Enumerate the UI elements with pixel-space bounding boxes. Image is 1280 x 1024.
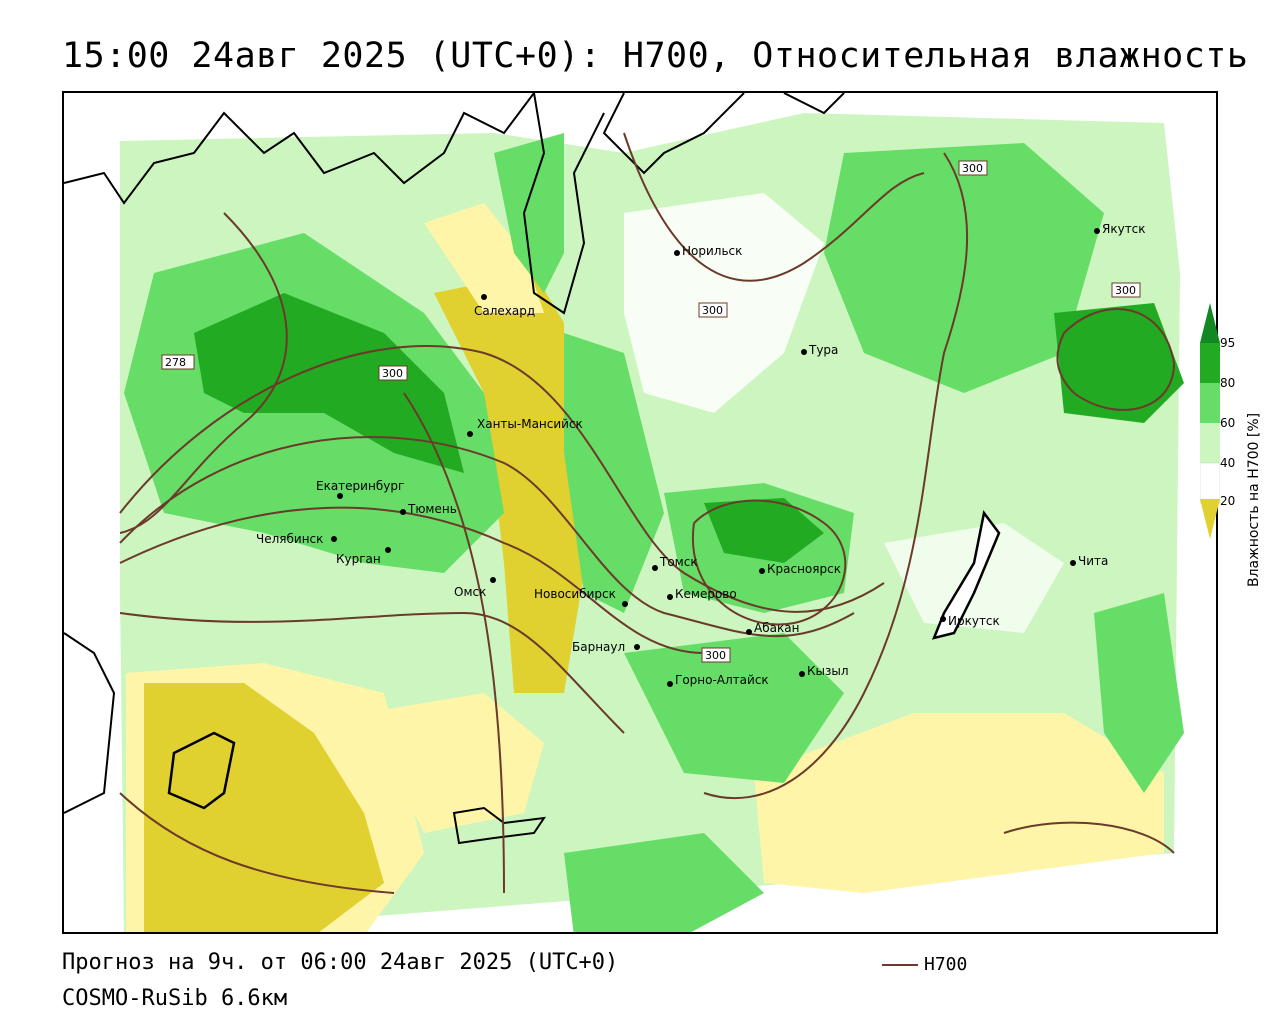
moist-zone-altai: [624, 633, 844, 783]
city-label: Абакан: [754, 621, 799, 635]
city-label: Ханты-Мансийск: [477, 417, 583, 431]
legend-line-swatch: [882, 964, 918, 966]
city-label: Красноярск: [767, 562, 841, 576]
city-label: Кызыл: [807, 664, 849, 678]
city-dot: [759, 568, 765, 574]
contour-labels: 278 300 300 300 300 300: [161, 160, 1141, 663]
h700-contour: [1056, 308, 1176, 411]
moist-zone-yakutia-core: [1054, 303, 1184, 423]
city-dot: [490, 577, 496, 583]
city-markers: Норильск Якутск Салехард Тура Ханты-Манс…: [256, 222, 1146, 687]
dry-zone-southwest-core: [144, 683, 384, 932]
lake-balkhash: [452, 806, 547, 845]
contour-label: 300: [962, 162, 983, 175]
city-dot: [400, 509, 406, 515]
colorbar-tick: 40: [1220, 456, 1236, 470]
caspian-west: [64, 632, 116, 814]
city-label: Омск: [454, 585, 486, 599]
city-label: Екатеринбург: [316, 479, 404, 493]
h700-contour: [623, 132, 925, 282]
contour-label: 300: [705, 649, 726, 662]
h700-contour: [691, 499, 847, 626]
colorbar-tick: 60: [1220, 416, 1236, 430]
h700-contour: [119, 345, 885, 613]
h700-contour: [119, 506, 705, 654]
coastline-north: [64, 93, 845, 205]
h700-contour: [119, 611, 625, 734]
city-dot: [940, 616, 946, 622]
humidity-map: 278 300 300 300 300 300 Норильск Якутск …: [62, 91, 1218, 934]
model-name: COSMO-RuSib 6.6км: [62, 986, 288, 1011]
city-label: Горно-Алтайск: [675, 673, 769, 687]
dry-zone-southeast: [754, 713, 1164, 893]
city-dot: [667, 681, 673, 687]
city-dot: [337, 493, 343, 499]
city-dot: [674, 250, 680, 256]
city-dot: [467, 431, 473, 437]
city-dot: [746, 629, 752, 635]
city-dot: [634, 644, 640, 650]
city-label: Якутск: [1102, 222, 1146, 236]
city-dot: [1070, 560, 1076, 566]
city-dot: [385, 547, 391, 553]
city-label: Салехард: [474, 304, 535, 318]
colorbar-tick: 95: [1220, 336, 1236, 350]
contour-label: 300: [382, 367, 403, 380]
colorbar-tick: 80: [1220, 376, 1236, 390]
city-label: Тюмень: [407, 502, 457, 516]
forecast-info: Прогноз на 9ч. от 06:00 24авг 2025 (UTC+…: [62, 950, 619, 975]
moist-zone-transbaikal: [1094, 593, 1184, 793]
contour-legend: H700: [882, 954, 967, 975]
contour-label: 278: [165, 356, 186, 369]
moist-zone-west-core: [194, 293, 464, 473]
h700-contour: [403, 392, 505, 894]
contour-label: 300: [1115, 284, 1136, 297]
contour-label: 300: [702, 304, 723, 317]
lake-baikal: [931, 510, 1001, 640]
moist-zone-krasnoyarsk-core: [704, 498, 824, 563]
city-label: Тура: [808, 343, 838, 357]
city-dot: [799, 671, 805, 677]
colorbar-title: Влажность на H700 [%]: [1246, 412, 1262, 587]
moist-zone-south: [564, 833, 764, 932]
city-label: Иркутск: [948, 614, 1000, 628]
city-dot: [667, 594, 673, 600]
city-label: Барнаул: [572, 640, 625, 654]
moist-zone-yenisei: [564, 333, 664, 613]
city-label: Челябинск: [256, 532, 323, 546]
city-label: Томск: [659, 555, 698, 569]
city-dot: [652, 565, 658, 571]
city-label: Кемерово: [675, 587, 737, 601]
moist-zone-yamal: [494, 133, 564, 293]
aral-sea: [167, 731, 236, 810]
city-label: Чита: [1078, 554, 1108, 568]
dry-zone-ob-band: [434, 273, 584, 693]
city-label: Норильск: [682, 244, 742, 258]
city-dot: [622, 601, 628, 607]
legend-label: H700: [924, 954, 968, 975]
dry-zone-ob-edge: [424, 203, 544, 313]
h700-contour: [119, 212, 288, 534]
h700-contour: [1003, 821, 1175, 854]
h700-contour: [119, 792, 395, 894]
colorbar-tick: 20: [1220, 494, 1236, 508]
h700-contour: [703, 152, 969, 799]
h700-contours: [119, 132, 1176, 894]
city-label: Курган: [336, 552, 381, 566]
city-dot: [801, 349, 807, 355]
coastline-yamal: [522, 93, 605, 315]
map-title: 15:00 24авг 2025 (UTC+0): H700, Относите…: [62, 36, 1249, 76]
city-label: Новосибирск: [534, 587, 616, 601]
map-canvas: 278 300 300 300 300 300 Норильск Якутск …: [64, 93, 1184, 932]
city-dot: [1094, 228, 1100, 234]
colorbar: [1200, 303, 1220, 539]
city-dot: [331, 536, 337, 542]
city-dot: [481, 294, 487, 300]
